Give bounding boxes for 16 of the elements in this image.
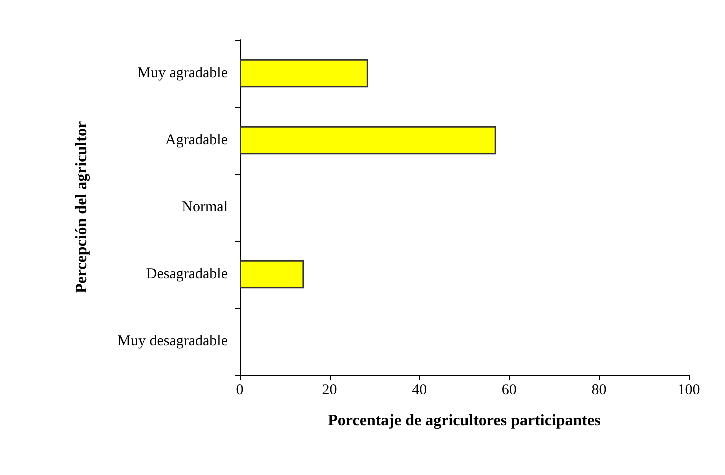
x-tick-label: 20 xyxy=(322,382,338,398)
x-axis-title: Porcentaje de agricultores participantes xyxy=(328,412,601,430)
x-tick-label: 100 xyxy=(678,382,700,398)
y-tick-label: Muy desagradable xyxy=(118,334,228,350)
bar xyxy=(240,126,496,155)
x-tick-label: 0 xyxy=(236,382,244,398)
y-axis-title: Percepción del agricultor xyxy=(74,121,90,294)
y-tick-label: Desagradable xyxy=(146,266,228,282)
x-tick-label: 60 xyxy=(502,382,517,398)
x-tick-label: 40 xyxy=(412,382,428,398)
y-tick-label: Normal xyxy=(182,200,228,216)
bar xyxy=(240,59,368,88)
y-tick-label: Agradable xyxy=(166,132,228,148)
x-tick-label: 80 xyxy=(592,382,607,398)
y-tick-label: Muy agradable xyxy=(138,66,228,82)
bar xyxy=(240,260,304,289)
